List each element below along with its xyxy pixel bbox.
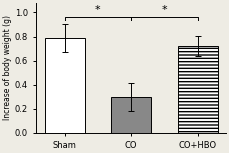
Bar	[111, 97, 151, 133]
Y-axis label: Increase of body weight (g): Increase of body weight (g)	[3, 15, 12, 120]
Bar	[178, 46, 218, 133]
Bar	[45, 38, 85, 133]
Text: *: *	[95, 5, 101, 15]
Text: *: *	[162, 5, 167, 15]
